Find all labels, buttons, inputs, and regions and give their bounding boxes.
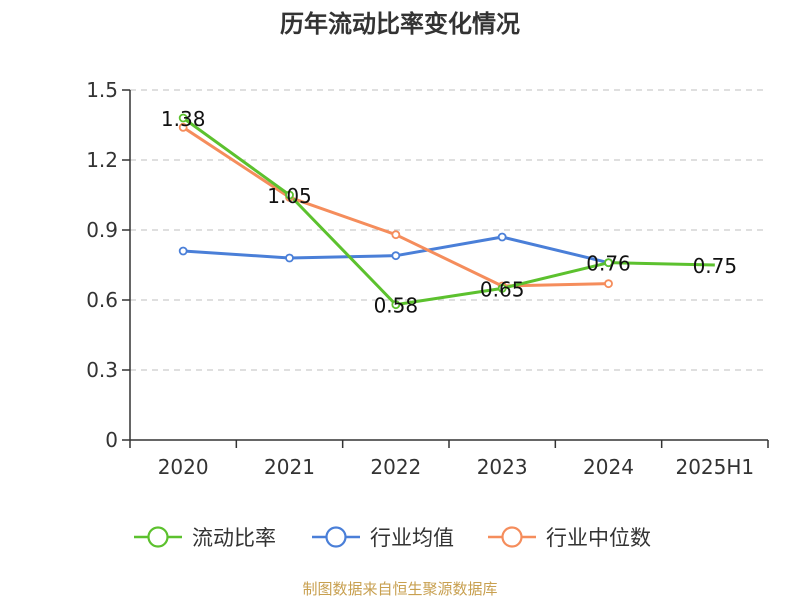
data-label: 0.76 (586, 252, 631, 276)
x-tick-label: 2023 (477, 455, 528, 479)
data-point (497, 283, 507, 293)
data-label: 1.05 (267, 184, 312, 208)
data-label: 0.65 (480, 277, 525, 301)
data-label: 0.58 (374, 294, 419, 318)
series-line (182, 126, 609, 288)
y-tick-label: 0.6 (86, 288, 118, 312)
x-tick-label: 2020 (158, 455, 209, 479)
legend-marker (325, 526, 347, 548)
data-point (178, 113, 188, 123)
legend-label: 行业均值 (370, 526, 454, 550)
x-tick-label: 2024 (583, 455, 634, 479)
x-tick-label: 2025H1 (675, 455, 754, 479)
legend-marker (501, 526, 523, 548)
y-tick-label: 1.2 (86, 148, 118, 172)
data-point (391, 230, 401, 240)
data-point (391, 251, 401, 261)
data-point (178, 122, 188, 132)
series-line (182, 116, 715, 307)
x-tick-label: 2021 (264, 455, 315, 479)
x-tick-label: 2022 (370, 455, 421, 479)
data-point (391, 300, 401, 310)
y-tick-label: 0 (105, 428, 118, 452)
chart-title: 历年流动比率变化情况 (280, 10, 520, 38)
data-point (178, 246, 188, 256)
data-label: 0.75 (693, 254, 738, 278)
data-point (285, 253, 294, 263)
data-point (604, 258, 613, 268)
legend-marker (147, 526, 169, 548)
legend-label: 行业中位数 (546, 526, 651, 550)
data-point (285, 190, 294, 200)
y-tick-label: 0.9 (86, 218, 118, 242)
legend-label: 流动比率 (192, 526, 276, 550)
y-tick-label: 1.5 (86, 78, 118, 102)
data-label: 1.38 (161, 107, 206, 131)
y-tick-label: 0.3 (86, 358, 118, 382)
data-point (604, 279, 613, 289)
data-source-note: 制图数据来自恒生聚源数据库 (302, 580, 498, 598)
data-point (497, 232, 507, 242)
